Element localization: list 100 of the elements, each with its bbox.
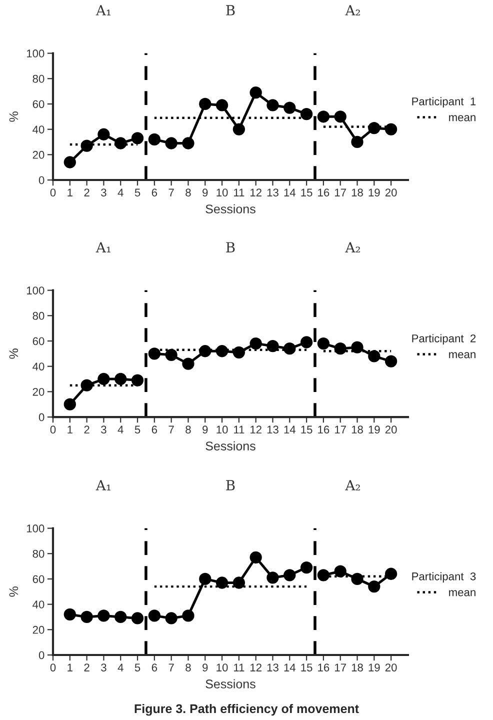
x-tick-label: 0 [50,426,56,434]
point [182,610,194,622]
x-tick-label: 11 [234,426,244,434]
point [114,372,127,386]
point [317,337,330,350]
point [182,137,194,150]
point [216,576,228,589]
x-tick-label: 13 [267,426,278,434]
x-axis-title: Sessions [206,441,256,450]
x-tick-label: 9 [202,426,208,434]
x-tick-label: 4 [118,188,124,196]
x-tick-label: 20 [385,188,397,196]
text: A₂ [345,480,360,490]
y-tick-label: 60 [32,337,44,346]
y-tick-label: 100 [26,524,44,532]
x-tick-label: 1 [68,426,72,434]
x-tick-label: 2 [84,188,90,196]
point [284,342,296,355]
x-tick-label: 8 [186,188,191,196]
y-tick-label: 0 [38,651,44,660]
x-tick-label: 1 [68,664,72,672]
point [98,128,110,140]
x-tick-label: 2 [84,664,90,672]
point [114,610,127,624]
x-tick-label: 1 [68,188,72,196]
x-tick-label: 2 [84,426,90,434]
text: A₂ [345,5,360,16]
point [165,612,178,624]
x-tick-label: 18 [352,664,363,672]
x-tick-label: 19 [368,188,380,196]
point [334,110,346,123]
point [368,350,380,362]
point [98,610,110,622]
x-axis-title: Sessions [206,679,256,688]
text: A₁ [96,5,110,16]
x-tick-label: 5 [134,426,140,434]
point [199,98,212,110]
x-tick-label: 15 [301,426,312,434]
point [148,348,160,360]
point [368,122,380,134]
legend-label: mean [449,115,476,122]
legend-title: Participant 2 [412,334,476,345]
y-tick-label: 60 [32,575,44,584]
x-tick-label: 16 [318,188,330,196]
y-tick-label: 100 [26,286,44,294]
x-tick-label: 9 [202,664,208,672]
point [232,346,246,358]
point [148,610,160,622]
x-tick-label: 18 [352,188,363,196]
y-tick-label: 40 [32,600,44,608]
x-tick-label: 6 [152,426,158,434]
x-tick-label: 14 [284,426,296,434]
x-tick-label: 20 [385,664,397,672]
text: B [226,242,235,252]
point [351,136,364,148]
point [368,580,380,593]
x-tick-label: 17 [335,188,346,196]
point [334,342,346,355]
y-axis-title: % [9,348,18,359]
point [199,572,212,586]
y-axis-title: % [9,586,18,597]
point [182,358,194,370]
x-tick-label: 3 [101,426,106,434]
x-tick-label: 3 [101,188,106,196]
x-tick-label: 11 [234,188,244,196]
x-tick-label: 18 [352,426,363,434]
text: A₁ [96,242,110,252]
x-tick-label: 5 [134,188,140,196]
point [384,123,398,136]
x-tick-label: 3 [101,664,106,672]
x-axis-title: Sessions [206,204,256,214]
point [266,99,279,112]
text: A₁ [96,480,110,490]
x-tick-label: 14 [284,664,296,672]
point [131,612,144,624]
x-tick-label: 13 [267,664,278,672]
x-tick-label: 16 [318,426,330,434]
point [64,156,76,168]
x-tick-label: 13 [267,188,278,196]
caption: Figure 3. Path efficiency of movement [134,704,359,716]
x-tick-label: 14 [284,188,296,196]
x-tick-label: 12 [250,188,262,196]
x-tick-label: 7 [168,664,174,672]
point [131,374,144,386]
point [300,561,313,574]
x-tick-label: 19 [368,426,380,434]
x-tick-label: 16 [318,664,330,672]
point [250,337,262,350]
point [300,108,313,120]
x-tick-label: 10 [216,426,228,434]
point [266,340,279,352]
point [317,110,330,123]
point [317,569,330,582]
point [131,132,144,144]
x-tick-label: 19 [368,664,380,672]
point [216,345,228,358]
y-tick-label: 20 [32,388,44,396]
y-tick-label: 100 [26,50,44,58]
point [300,336,313,348]
point [284,569,296,582]
